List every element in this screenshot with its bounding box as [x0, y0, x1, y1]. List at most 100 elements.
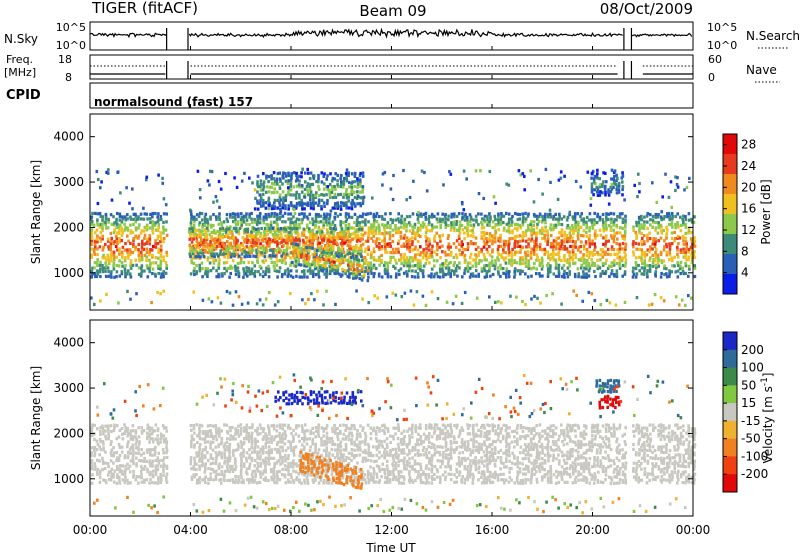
scatter-cell — [378, 247, 381, 251]
scatter-cell — [148, 429, 152, 433]
scatter-cell — [268, 462, 271, 466]
scatter-cell — [292, 478, 295, 482]
scatter-cell — [339, 259, 342, 263]
scatter-cell — [234, 212, 237, 216]
scatter-cell — [326, 248, 329, 253]
scatter-cell — [212, 436, 215, 441]
scatter-cell — [226, 219, 229, 224]
noise-trace — [89, 27, 693, 39]
scatter-cell — [466, 269, 470, 273]
scatter-cell — [275, 269, 279, 273]
scatter-cell — [461, 247, 465, 251]
scatter-cell — [265, 440, 268, 444]
scatter-cell — [300, 198, 303, 203]
scatter-cell — [601, 218, 605, 222]
scatter-cell — [124, 218, 127, 222]
scatter-cell — [449, 272, 453, 276]
scatter-cell — [596, 264, 600, 268]
scatter-cell — [270, 424, 274, 428]
scatter-cell — [580, 218, 583, 222]
velocity-scatter — [90, 373, 697, 515]
scatter-cell — [651, 181, 654, 185]
scatter-cell — [157, 476, 160, 480]
scatter-cell — [447, 269, 451, 273]
scatter-cell — [504, 256, 508, 260]
scatter-cell — [218, 229, 222, 233]
scatter-cell — [318, 241, 321, 245]
scatter-cell — [543, 233, 547, 237]
scatter-cell — [292, 446, 296, 450]
scatter-cell — [132, 212, 136, 216]
scatter-cell — [640, 258, 643, 263]
scatter-cell — [199, 251, 203, 255]
scatter-cell — [469, 240, 473, 244]
scatter-cell — [616, 237, 619, 241]
scatter-cell — [439, 256, 442, 260]
scatter-cell — [151, 228, 154, 232]
scatter-cell — [94, 245, 97, 249]
scatter-cell — [674, 188, 677, 193]
scatter-cell — [632, 266, 635, 270]
scatter-cell — [315, 179, 318, 184]
noise-right-tick-high: 10^5 — [707, 21, 737, 34]
scatter-cell — [218, 212, 221, 216]
scatter-cell — [306, 217, 310, 221]
scatter-cell — [224, 251, 228, 255]
scatter-cell — [276, 250, 279, 254]
scatter-cell — [529, 253, 533, 257]
scatter-cell — [151, 244, 155, 249]
scatter-cell — [277, 227, 280, 231]
scatter-cell — [137, 475, 141, 479]
scatter-cell — [264, 459, 267, 464]
scatter-cell — [333, 260, 336, 264]
scatter-cell — [670, 223, 674, 227]
scatter-cell — [330, 185, 334, 189]
scatter-cell — [146, 237, 149, 241]
scatter-cell — [93, 266, 96, 270]
scatter-cell — [560, 275, 564, 279]
scatter-cell — [197, 246, 200, 250]
scatter-cell — [264, 442, 267, 446]
scatter-cell — [96, 247, 99, 251]
scatter-cell — [499, 244, 503, 248]
scatter-cell — [496, 256, 499, 260]
scatter-cell — [469, 217, 473, 221]
scatter-cell — [198, 437, 202, 441]
scatter-cell — [400, 221, 403, 225]
colorbar-swatch — [723, 234, 737, 255]
scatter-cell — [444, 220, 447, 224]
scatter-cell — [254, 474, 257, 479]
scatter-cell — [240, 480, 243, 484]
scatter-cell — [300, 233, 304, 237]
scatter-cell — [469, 272, 473, 276]
scatter-cell — [333, 192, 337, 196]
scatter-cell — [339, 254, 342, 258]
scatter-cell — [303, 207, 306, 211]
scatter-cell — [690, 220, 694, 224]
scatter-cell — [537, 177, 540, 182]
scatter-cell — [245, 437, 249, 441]
scatter-cell — [126, 226, 129, 230]
scatter-cell — [574, 225, 577, 230]
scatter-cell — [623, 237, 627, 241]
scatter-cell — [123, 478, 126, 482]
scatter-cell — [322, 250, 325, 254]
scatter-cell — [623, 272, 627, 276]
scatter-cell — [226, 429, 229, 434]
scatter-cell — [242, 267, 245, 271]
scatter-cell — [510, 250, 513, 254]
scatter-cell — [261, 274, 265, 278]
scatter-cell — [684, 250, 688, 254]
scatter-cell — [632, 272, 636, 276]
scatter-cell — [353, 180, 357, 184]
scatter-cell — [315, 230, 319, 234]
scatter-cell — [447, 223, 450, 228]
scatter-cell — [206, 223, 210, 227]
scatter-cell — [109, 231, 113, 235]
scatter-cell — [95, 237, 99, 241]
scatter-cell — [436, 241, 439, 246]
scatter-cell — [151, 223, 154, 227]
scatter-cell — [642, 272, 646, 276]
scatter-cell — [245, 434, 248, 438]
scatter-cell — [239, 259, 243, 263]
